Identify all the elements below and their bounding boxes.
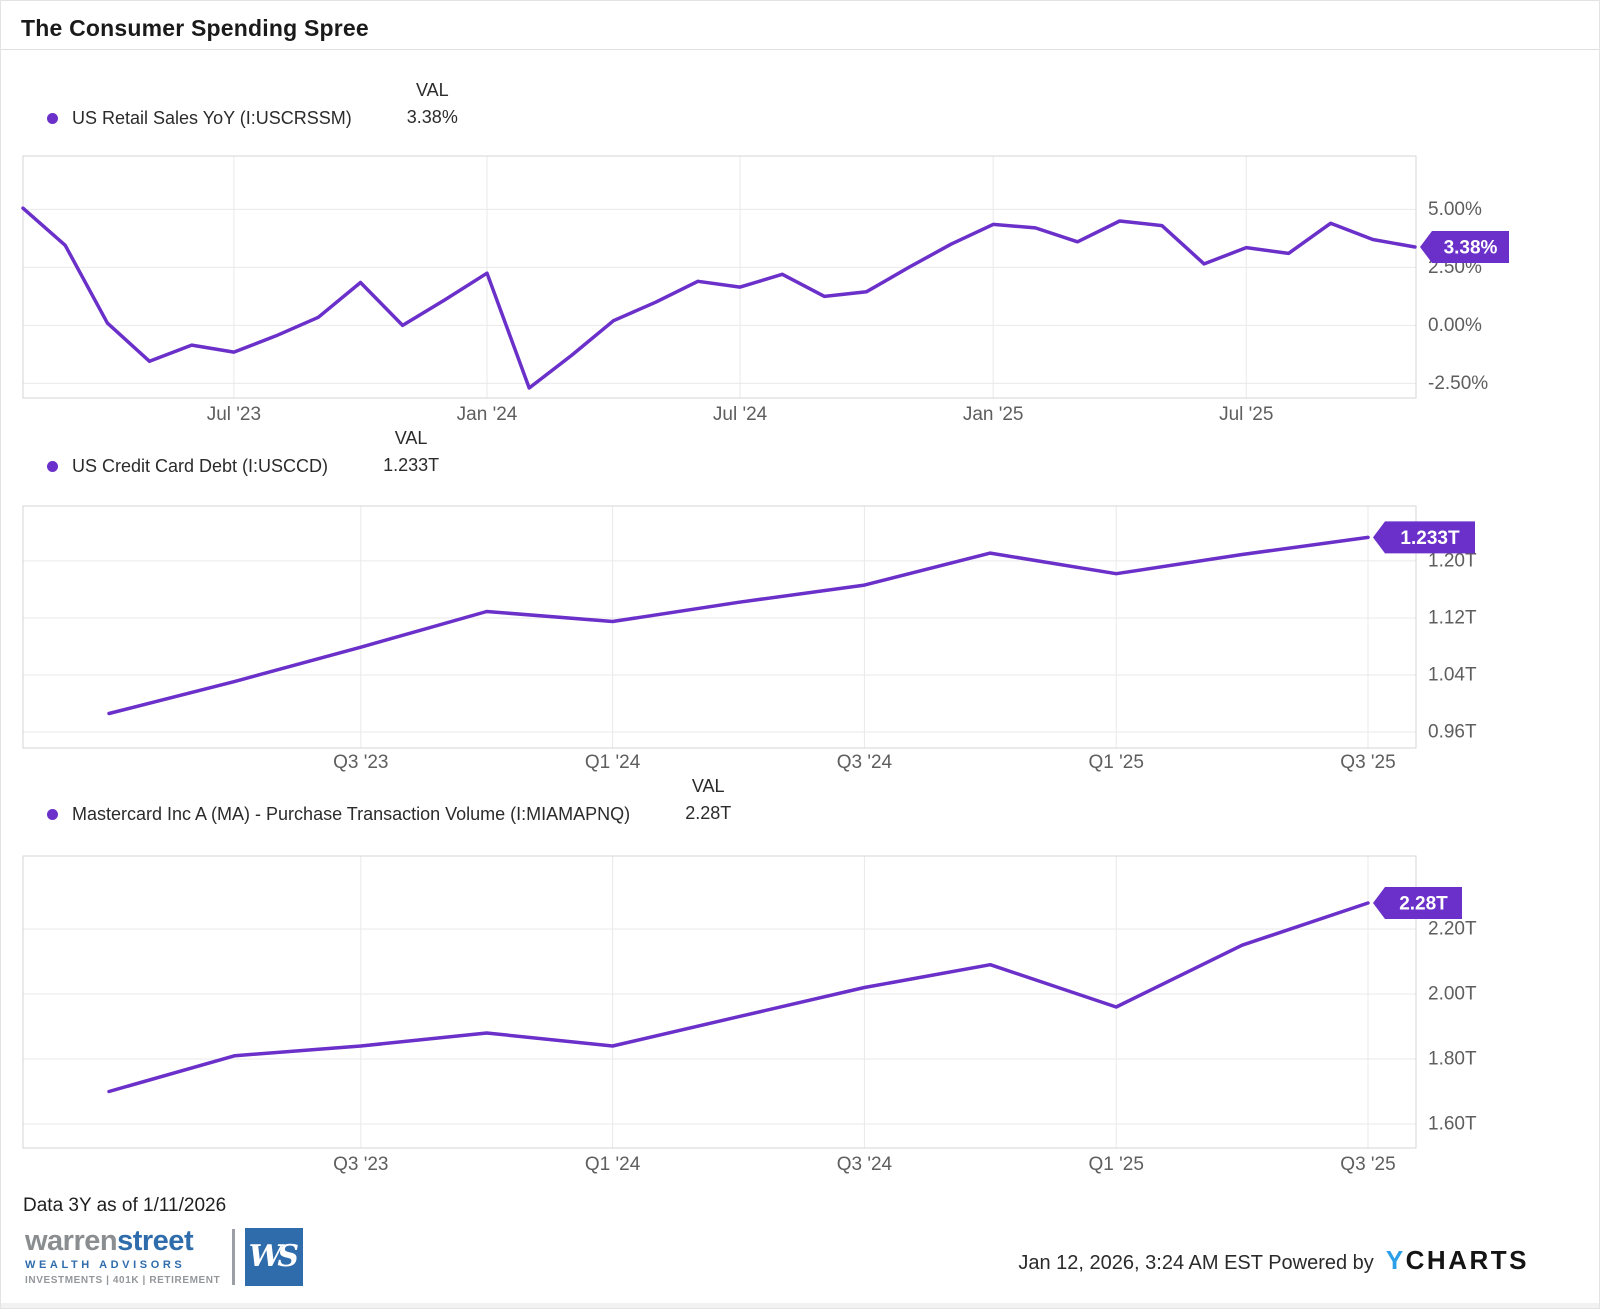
y-axis-label: 2.20T (1428, 918, 1477, 939)
x-axis-label: Q3 '25 (1340, 752, 1395, 773)
y-axis-label: 1.12T (1428, 607, 1477, 628)
warrenstreet-wordmark: warrenstreet WEALTH ADVISORS INVESTMENTS… (25, 1227, 221, 1287)
ws-monogram-icon: WS (245, 1227, 304, 1286)
x-axis-label: Q3 '24 (837, 752, 893, 773)
val-column: VAL 3.38% (407, 77, 458, 131)
value-badge (1373, 886, 1462, 919)
y-axis-label: 1.20T (1428, 550, 1477, 571)
ycharts-logo[interactable]: YCHARTS (1386, 1245, 1529, 1276)
val-header: VAL (691, 776, 725, 796)
legend-mastercard-volume: Mastercard Inc A (MA) - Purchase Transac… (47, 773, 731, 827)
series-dot-icon (47, 113, 58, 124)
plot-border (22, 505, 1417, 749)
series-line (107, 535, 1370, 716)
y-axis-label: 1.80T (1428, 1048, 1477, 1069)
y-axis-label: 1.04T (1428, 664, 1477, 685)
series-label: Mastercard Inc A (MA) - Purchase Transac… (72, 804, 631, 824)
x-axis-label: Jan '25 (963, 404, 1024, 425)
legend-series[interactable]: Mastercard Inc A (MA) - Purchase Transac… (47, 804, 630, 827)
x-axis-label: Q1 '24 (585, 752, 641, 773)
x-axis-label: Jul '24 (713, 404, 768, 425)
timestamp-text: Jan 12, 2026, 3:24 AM EST (1018, 1252, 1263, 1274)
legend-series[interactable]: US Credit Card Debt (I:USCCD) (47, 456, 328, 479)
chart-3: Q3 '23 Q1 '24 Q3 '24 Q1 '25 Q3 '25 2.20T 2.00T… (22, 855, 1477, 1175)
y-axis-label: 2.00T (1428, 983, 1477, 1004)
window-bottom-edge (1, 1303, 1599, 1308)
value-badge-label: 2.28T (1399, 893, 1448, 914)
x-axis-label: Q3 '23 (333, 1154, 388, 1175)
series-label: US Retail Sales YoY (I:USCRSSM) (72, 108, 352, 128)
plot-border (22, 155, 1417, 399)
chart-1: Jul '23 Jan '24 Jul '24 Jan '25 Jul '25 5.00%… (21, 155, 1509, 425)
x-axis-label: Q1 '25 (1089, 752, 1144, 773)
series-line (107, 901, 1370, 1094)
page-title: The Consumer Spending Spree (21, 15, 369, 41)
powered-by-text: Powered by (1268, 1252, 1374, 1274)
series-label: US Credit Card Debt (I:USCCD) (72, 456, 329, 476)
chart-2: Q3 '23 Q1 '24 Q3 '24 Q1 '25 Q3 '25 1.20T 1.12T… (22, 505, 1477, 773)
series-dot-icon (47, 809, 58, 820)
series-line (21, 206, 1417, 390)
x-axis-label: Jul '25 (1219, 404, 1273, 425)
value-badge-label: 3.38% (1444, 237, 1498, 258)
y-axis-label: 1.60T (1428, 1113, 1477, 1134)
logo-divider (232, 1228, 236, 1285)
val-header: VAL (415, 80, 449, 100)
x-axis-label: Q3 '23 (333, 752, 388, 773)
val-value: 1.233T (383, 455, 440, 475)
brand-tagline: WEALTH ADVISORS (25, 1259, 186, 1271)
x-axis-label: Q3 '25 (1340, 1154, 1395, 1175)
data-range-note: Data 3Y as of 1/11/2026 (23, 1195, 227, 1216)
brand-services: INVESTMENTS | 401K | RETIREMENT (25, 1275, 221, 1286)
x-axis-label: Q1 '24 (585, 1154, 641, 1175)
value-badge-label: 1.233T (1400, 528, 1460, 549)
y-axis-label: -2.50% (1428, 373, 1488, 394)
y-axis-label: 5.00% (1428, 199, 1482, 220)
y-axis-label: 0.00% (1428, 315, 1482, 336)
plot-border (22, 855, 1417, 1149)
val-value: 3.38% (406, 107, 458, 127)
timestamp: Jan 12, 2026, 3:24 AM EST Powered by (1018, 1252, 1373, 1275)
val-header: VAL (394, 428, 428, 448)
legend-credit-card-debt: US Credit Card Debt (I:USCCD) VAL 1.233T (47, 425, 439, 479)
val-column: VAL 1.233T (383, 425, 439, 479)
ycharts-y: Y (1385, 1245, 1406, 1275)
x-axis-label: Jul '23 (207, 404, 261, 425)
legend-series[interactable]: US Retail Sales YoY (I:USCRSSM) (47, 108, 352, 131)
x-axis-label: Q3 '24 (837, 1154, 893, 1175)
x-axis-label: Jan '24 (457, 404, 518, 425)
val-value: 2.28T (685, 803, 732, 823)
footer-attribution: Jan 12, 2026, 3:24 AM EST Powered by YCH… (1018, 1245, 1529, 1276)
value-badge (1420, 230, 1509, 263)
val-column: VAL 2.28T (685, 773, 731, 827)
y-axis-label: 0.96T (1428, 722, 1477, 743)
brand-street: street (117, 1225, 194, 1257)
series-dot-icon (47, 461, 58, 472)
value-badge (1373, 521, 1475, 554)
warrenstreet-logo: warrenstreet WEALTH ADVISORS INVESTMENTS… (25, 1227, 304, 1287)
x-axis-label: Q1 '25 (1089, 1154, 1144, 1175)
brand-warren: warren (25, 1225, 118, 1257)
ycharts-charts: CHARTS (1405, 1245, 1529, 1275)
legend-retail-sales: US Retail Sales YoY (I:USCRSSM) VAL 3.38… (47, 77, 458, 131)
brand-name: warrenstreet (25, 1227, 220, 1256)
title-divider (1, 49, 1599, 50)
